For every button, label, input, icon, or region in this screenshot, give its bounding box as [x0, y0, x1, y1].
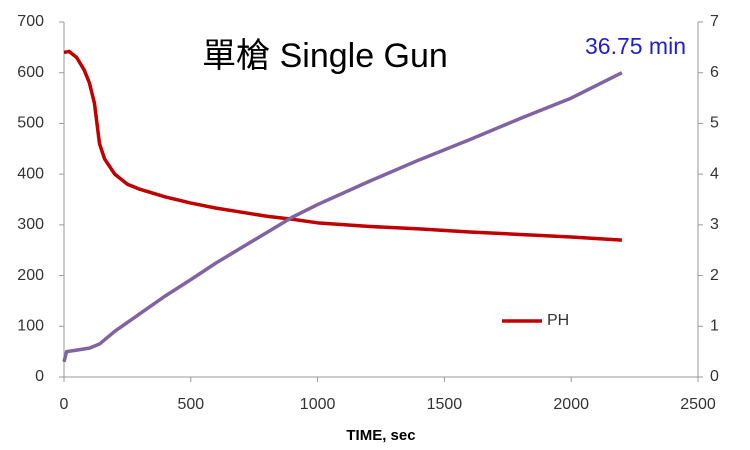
x-tick-label: 2500 [680, 396, 716, 413]
y-tick-label: 600 [17, 64, 44, 81]
y2-tick-label: 1 [710, 318, 719, 335]
y2-tick-label: 7 [710, 13, 719, 30]
annotation: 36.75 min [585, 33, 686, 59]
x-axis-label: TIME, sec [346, 427, 415, 444]
chart-title: 單槍 Single Gun [202, 37, 448, 75]
x-tick-label: 0 [60, 396, 69, 413]
x-tick-label: 500 [177, 396, 204, 413]
line-series [62, 71, 623, 363]
y-tick-label: 200 [17, 267, 44, 284]
line-series [63, 49, 623, 242]
y2-tick-label: 6 [710, 64, 719, 81]
y-tick-label: 0 [35, 368, 44, 385]
x-tick-label: 1000 [300, 396, 336, 413]
y2-tick-label: 5 [710, 115, 719, 132]
y-tick-label: 700 [17, 13, 44, 30]
y-tick-label: 100 [17, 318, 44, 335]
y2-tick-label: 0 [710, 368, 719, 385]
y-tick-label: 500 [17, 115, 44, 132]
x-tick-label: 1500 [427, 396, 463, 413]
legend-label: PH [547, 312, 569, 329]
y2-tick-label: 4 [710, 165, 719, 182]
y2-tick-label: 3 [710, 216, 719, 233]
x-tick-label: 2000 [553, 396, 589, 413]
y-tick-label: 400 [17, 165, 44, 182]
y2-tick-label: 2 [710, 267, 719, 284]
y-tick-label: 300 [17, 216, 44, 233]
